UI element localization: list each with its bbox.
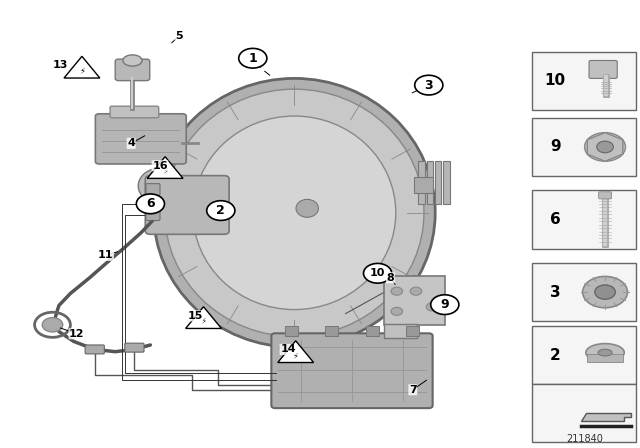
FancyBboxPatch shape	[532, 52, 636, 110]
FancyBboxPatch shape	[125, 343, 144, 352]
FancyBboxPatch shape	[444, 161, 450, 204]
Ellipse shape	[296, 199, 319, 217]
Circle shape	[207, 201, 235, 220]
FancyBboxPatch shape	[419, 161, 425, 204]
Text: 2: 2	[550, 348, 561, 363]
FancyBboxPatch shape	[146, 196, 160, 208]
FancyBboxPatch shape	[115, 59, 150, 81]
Text: 2: 2	[216, 204, 225, 217]
FancyBboxPatch shape	[414, 177, 433, 193]
Text: 10: 10	[370, 268, 385, 278]
Circle shape	[391, 287, 403, 295]
Text: 7: 7	[409, 385, 417, 395]
Text: 9: 9	[550, 139, 561, 155]
Ellipse shape	[138, 168, 183, 204]
Text: 4: 4	[127, 138, 135, 148]
FancyBboxPatch shape	[587, 354, 623, 362]
Text: 1: 1	[248, 52, 257, 65]
Polygon shape	[580, 413, 630, 421]
FancyBboxPatch shape	[406, 326, 419, 336]
FancyBboxPatch shape	[146, 209, 160, 220]
Text: ⚡: ⚡	[162, 167, 168, 176]
Text: ⚡: ⚡	[292, 351, 299, 360]
FancyBboxPatch shape	[285, 326, 298, 336]
FancyBboxPatch shape	[589, 60, 617, 78]
FancyBboxPatch shape	[145, 176, 229, 234]
FancyBboxPatch shape	[435, 161, 442, 204]
Polygon shape	[588, 133, 623, 161]
Text: ⚡: ⚡	[200, 317, 207, 326]
Circle shape	[239, 48, 267, 68]
Text: 14: 14	[280, 345, 296, 354]
Circle shape	[410, 287, 422, 295]
Text: 15: 15	[188, 311, 203, 321]
Ellipse shape	[165, 89, 424, 336]
Circle shape	[595, 285, 615, 299]
FancyBboxPatch shape	[271, 333, 433, 408]
Circle shape	[584, 133, 625, 161]
Ellipse shape	[586, 344, 624, 362]
Text: 8: 8	[387, 273, 394, 283]
FancyBboxPatch shape	[532, 118, 636, 176]
FancyBboxPatch shape	[95, 114, 186, 164]
Text: 6: 6	[550, 212, 561, 227]
FancyBboxPatch shape	[366, 326, 379, 336]
Circle shape	[431, 295, 459, 314]
Text: 11: 11	[98, 250, 113, 260]
FancyBboxPatch shape	[110, 106, 159, 118]
FancyBboxPatch shape	[532, 384, 636, 442]
Polygon shape	[278, 341, 314, 362]
Ellipse shape	[154, 78, 435, 347]
FancyBboxPatch shape	[384, 324, 417, 338]
Text: 16: 16	[152, 161, 168, 171]
FancyBboxPatch shape	[532, 190, 636, 249]
Polygon shape	[186, 307, 221, 328]
Circle shape	[415, 75, 443, 95]
Circle shape	[136, 194, 164, 214]
Text: 3: 3	[550, 284, 561, 300]
Circle shape	[596, 141, 613, 153]
Circle shape	[391, 307, 403, 315]
Text: 211840: 211840	[566, 435, 603, 444]
Text: 6: 6	[146, 197, 155, 211]
Polygon shape	[147, 157, 183, 178]
Text: 10: 10	[545, 73, 566, 88]
FancyBboxPatch shape	[532, 263, 636, 321]
Text: 5: 5	[175, 31, 183, 41]
Text: 9: 9	[440, 298, 449, 311]
Text: ⚡: ⚡	[79, 66, 85, 75]
Circle shape	[364, 263, 392, 283]
Text: 12: 12	[69, 329, 84, 339]
Text: 3: 3	[424, 78, 433, 92]
FancyBboxPatch shape	[598, 192, 611, 199]
FancyBboxPatch shape	[427, 161, 433, 204]
Ellipse shape	[123, 55, 142, 66]
FancyBboxPatch shape	[85, 345, 104, 354]
FancyBboxPatch shape	[146, 184, 160, 195]
Text: 13: 13	[53, 60, 68, 70]
Ellipse shape	[598, 349, 612, 356]
FancyBboxPatch shape	[532, 326, 636, 384]
Ellipse shape	[193, 116, 396, 310]
Circle shape	[582, 276, 627, 308]
Circle shape	[42, 318, 63, 332]
Circle shape	[426, 303, 438, 311]
Polygon shape	[64, 56, 100, 78]
FancyBboxPatch shape	[325, 326, 338, 336]
FancyBboxPatch shape	[384, 276, 445, 325]
